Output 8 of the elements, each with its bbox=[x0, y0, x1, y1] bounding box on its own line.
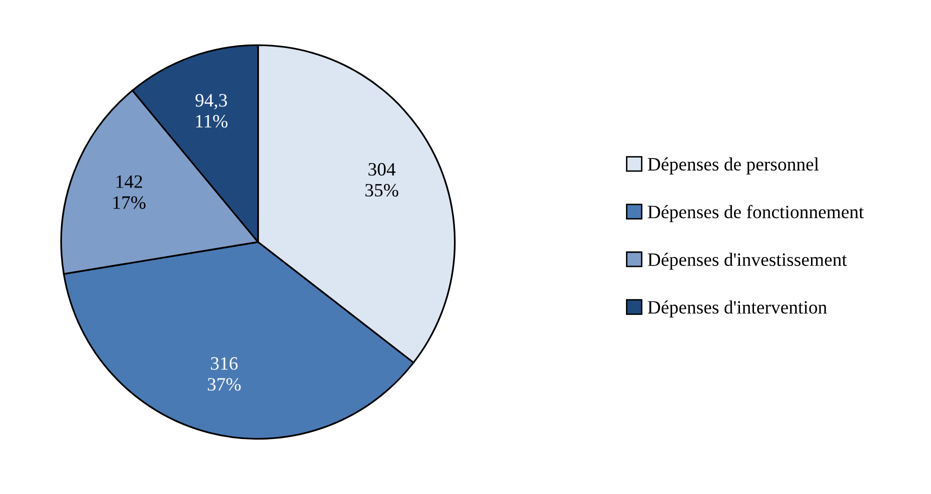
legend-label: Dépenses d'intervention bbox=[648, 300, 827, 318]
data-label: 142 17% bbox=[113, 175, 146, 209]
legend-label: Dépenses d'investissement bbox=[648, 252, 847, 270]
data-label: 94,3 11% bbox=[195, 94, 228, 128]
data-label: 316 37% bbox=[208, 357, 241, 391]
legend-label: Dépenses de personnel bbox=[648, 157, 819, 174]
data-label: 304 35% bbox=[365, 162, 398, 197]
legend-label: Dépenses de fonctionnement bbox=[648, 204, 864, 222]
